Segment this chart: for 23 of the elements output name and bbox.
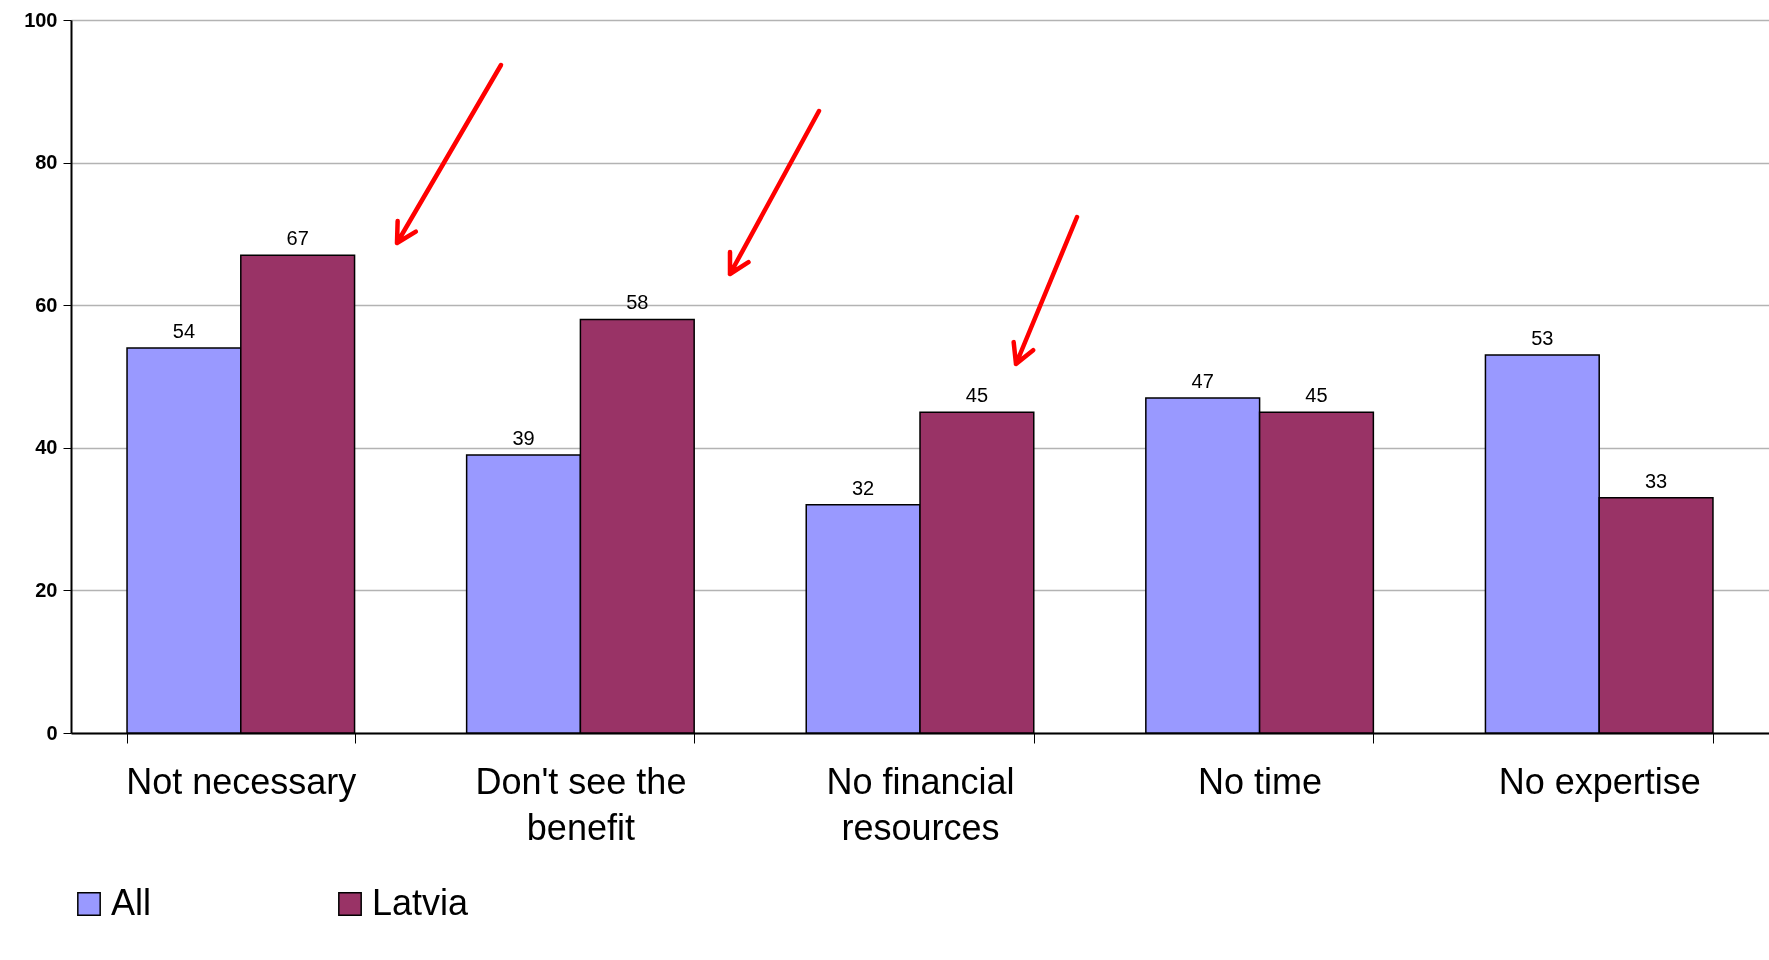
data-label: 47 — [1191, 369, 1214, 392]
data-label: 45 — [1305, 384, 1328, 407]
data-label: 58 — [626, 291, 649, 314]
legend-label: Latvia — [372, 882, 470, 923]
y-tick-label: 40 — [35, 436, 58, 459]
legend-label: All — [111, 882, 152, 923]
data-label: 54 — [172, 319, 196, 342]
data-label: 33 — [1644, 469, 1668, 492]
x-tick-label: No financial resources — [826, 760, 1015, 848]
data-label: 67 — [286, 227, 309, 250]
data-label: 53 — [1531, 327, 1554, 350]
y-tick-label: 80 — [35, 151, 58, 174]
y-tick-label: 100 — [24, 8, 58, 31]
data-label: 32 — [851, 476, 875, 499]
x-tick-label: Don't see the benefit — [475, 760, 687, 848]
data-label: 45 — [965, 384, 989, 407]
x-tick-label: No time — [1198, 760, 1323, 802]
y-tick-label: 60 — [35, 293, 58, 316]
y-tick-label: 0 — [46, 721, 58, 744]
y-tick-label: 20 — [35, 578, 58, 601]
x-tick-label: Not necessary — [126, 760, 357, 802]
x-tick-label: No expertise — [1498, 760, 1701, 802]
data-label: 39 — [512, 426, 535, 449]
